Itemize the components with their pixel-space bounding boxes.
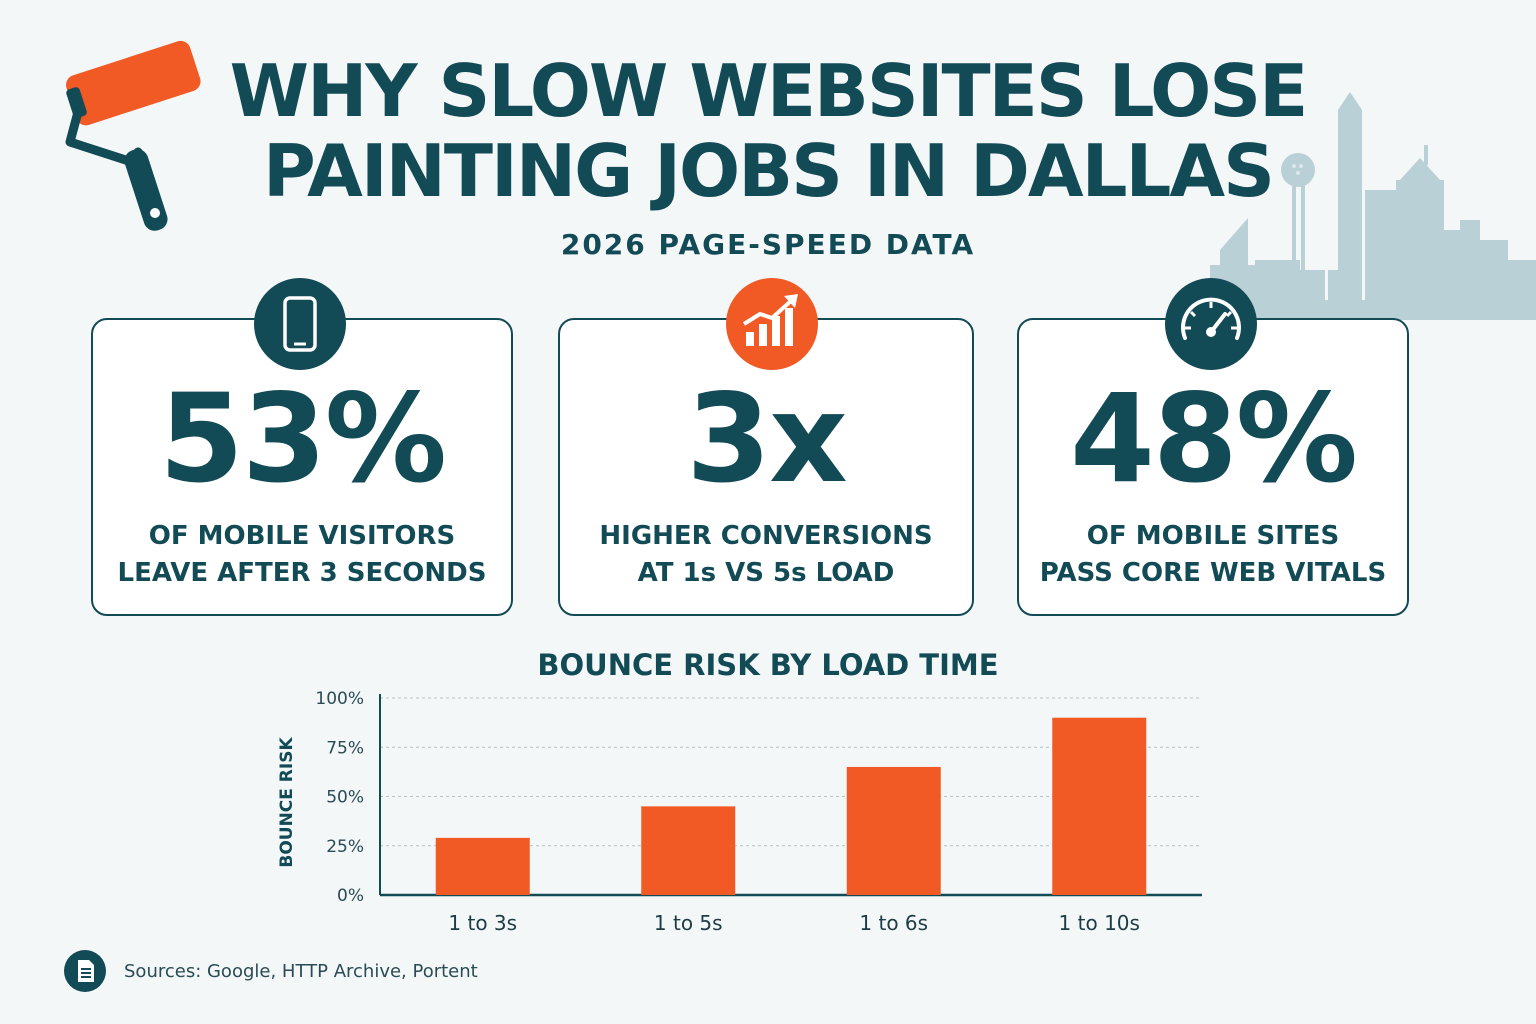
stat-description: OF MOBILE VISITORS LEAVE AFTER 3 SECONDS [93, 518, 511, 592]
dallas-skyline-illustration [1210, 92, 1536, 320]
chart-title: BOUNCE RISK BY LOAD TIME [537, 648, 999, 682]
stat-value: 48% [1069, 368, 1358, 510]
x-tick-label: 1 to 6s [859, 911, 928, 935]
stat-description: HIGHER CONVERSIONS AT 1s VS 5s LOAD [560, 518, 972, 592]
growth-chart-icon [726, 278, 818, 370]
speedometer-icon [1165, 278, 1257, 370]
x-tick-label: 1 to 3s [448, 911, 517, 935]
document-icon [64, 950, 106, 992]
stat-value: 3x [686, 368, 848, 510]
stat-description-line-2: LEAVE AFTER 3 SECONDS [117, 558, 487, 588]
bounce-risk-bar-chart: 0% 25% 50% 75% 100% BOUNCE RISK 1 to 3s 1 to 5s… [277, 689, 1202, 935]
bar [846, 766, 941, 895]
stat-description-line-1: HIGHER CONVERSIONS [599, 521, 933, 551]
y-tick-label: 50% [326, 788, 364, 808]
bar [1052, 717, 1147, 895]
stat-description: OF MOBILE SITES PASS CORE WEB VITALS [1019, 518, 1407, 592]
stat-description-line-1: OF MOBILE SITES [1086, 521, 1340, 551]
bar [435, 837, 530, 895]
y-tick-label: 25% [326, 837, 364, 857]
smartphone-icon [254, 278, 346, 370]
page-title-line-2: PAINTING JOBS IN DALLAS [263, 129, 1275, 213]
sources-note: Sources: Google, HTTP Archive, Portent [124, 961, 478, 982]
stat-value: 53% [158, 368, 447, 510]
bar [641, 806, 736, 895]
paint-roller-icon [65, 40, 201, 231]
subtitle: 2026 PAGE-SPEED DATA [560, 228, 976, 261]
y-tick-label: 100% [315, 689, 364, 709]
stat-description-line-2: AT 1s VS 5s LOAD [637, 558, 895, 588]
x-tick-label: 1 to 10s [1059, 911, 1140, 935]
stat-description-line-1: OF MOBILE VISITORS [148, 521, 456, 551]
page-title-line-1: WHY SLOW WEBSITES LOSE [229, 49, 1309, 133]
x-tick-label: 1 to 5s [654, 911, 723, 935]
y-axis-label: BOUNCE RISK [277, 737, 297, 868]
y-tick-label: 0% [337, 886, 364, 906]
y-tick-label: 75% [326, 738, 364, 758]
stat-description-line-2: PASS CORE WEB VITALS [1039, 558, 1387, 588]
